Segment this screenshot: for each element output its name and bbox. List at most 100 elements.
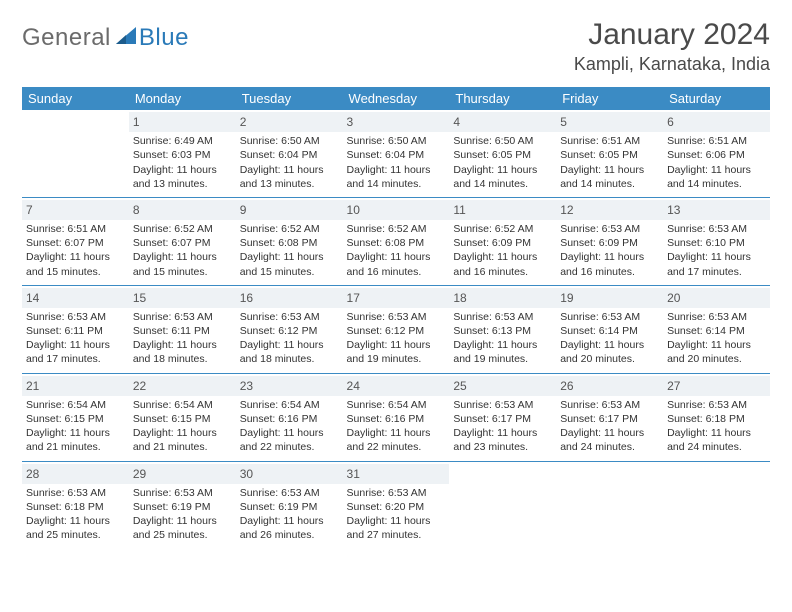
daylight-text: Daylight: 11 hours and 25 minutes.	[26, 514, 125, 542]
daylight-text: Daylight: 11 hours and 17 minutes.	[26, 338, 125, 366]
daylight-text: Daylight: 11 hours and 14 minutes.	[667, 163, 766, 191]
calendar-day-cell	[449, 461, 556, 548]
daylight-text: Daylight: 11 hours and 16 minutes.	[453, 250, 552, 278]
daylight-text: Daylight: 11 hours and 24 minutes.	[667, 426, 766, 454]
sunset-text: Sunset: 6:08 PM	[347, 236, 446, 250]
day-number: 31	[343, 464, 450, 484]
day-number: 29	[129, 464, 236, 484]
daylight-text: Daylight: 11 hours and 27 minutes.	[347, 514, 446, 542]
day-number: 27	[663, 376, 770, 396]
daylight-text: Daylight: 11 hours and 14 minutes.	[347, 163, 446, 191]
day-number: 10	[343, 200, 450, 220]
sunrise-text: Sunrise: 6:53 AM	[347, 310, 446, 324]
daylight-text: Daylight: 11 hours and 26 minutes.	[240, 514, 339, 542]
day-number: 4	[449, 112, 556, 132]
sunset-text: Sunset: 6:19 PM	[133, 500, 232, 514]
weekday-header: Sunday	[22, 87, 129, 110]
daylight-text: Daylight: 11 hours and 15 minutes.	[240, 250, 339, 278]
calendar-day-cell	[663, 461, 770, 548]
daylight-text: Daylight: 11 hours and 24 minutes.	[560, 426, 659, 454]
calendar-day-cell: 9Sunrise: 6:52 AMSunset: 6:08 PMDaylight…	[236, 197, 343, 285]
header: General Blue January 2024 Kampli, Karnat…	[22, 18, 770, 75]
daylight-text: Daylight: 11 hours and 18 minutes.	[240, 338, 339, 366]
calendar-day-cell: 6Sunrise: 6:51 AMSunset: 6:06 PMDaylight…	[663, 110, 770, 197]
calendar-day-cell: 12Sunrise: 6:53 AMSunset: 6:09 PMDayligh…	[556, 197, 663, 285]
sunrise-text: Sunrise: 6:53 AM	[453, 398, 552, 412]
calendar-day-cell: 7Sunrise: 6:51 AMSunset: 6:07 PMDaylight…	[22, 197, 129, 285]
logo: General Blue	[22, 24, 189, 52]
sunrise-text: Sunrise: 6:51 AM	[667, 134, 766, 148]
sunset-text: Sunset: 6:18 PM	[667, 412, 766, 426]
sunset-text: Sunset: 6:11 PM	[133, 324, 232, 338]
calendar-day-cell: 10Sunrise: 6:52 AMSunset: 6:08 PMDayligh…	[343, 197, 450, 285]
calendar-day-cell: 15Sunrise: 6:53 AMSunset: 6:11 PMDayligh…	[129, 285, 236, 373]
day-number: 22	[129, 376, 236, 396]
day-number: 26	[556, 376, 663, 396]
sunset-text: Sunset: 6:15 PM	[26, 412, 125, 426]
sunrise-text: Sunrise: 6:53 AM	[347, 486, 446, 500]
day-number: 17	[343, 288, 450, 308]
sunset-text: Sunset: 6:17 PM	[453, 412, 552, 426]
sunset-text: Sunset: 6:08 PM	[240, 236, 339, 250]
sunrise-text: Sunrise: 6:53 AM	[560, 222, 659, 236]
calendar-week-row: 14Sunrise: 6:53 AMSunset: 6:11 PMDayligh…	[22, 285, 770, 373]
day-number: 5	[556, 112, 663, 132]
daylight-text: Daylight: 11 hours and 20 minutes.	[560, 338, 659, 366]
weekday-header: Friday	[556, 87, 663, 110]
calendar-day-cell: 16Sunrise: 6:53 AMSunset: 6:12 PMDayligh…	[236, 285, 343, 373]
daylight-text: Daylight: 11 hours and 21 minutes.	[133, 426, 232, 454]
calendar-day-cell: 29Sunrise: 6:53 AMSunset: 6:19 PMDayligh…	[129, 461, 236, 548]
calendar-day-cell: 13Sunrise: 6:53 AMSunset: 6:10 PMDayligh…	[663, 197, 770, 285]
day-number: 7	[22, 200, 129, 220]
day-number: 20	[663, 288, 770, 308]
calendar-day-cell: 28Sunrise: 6:53 AMSunset: 6:18 PMDayligh…	[22, 461, 129, 548]
calendar-week-row: 7Sunrise: 6:51 AMSunset: 6:07 PMDaylight…	[22, 197, 770, 285]
sunrise-text: Sunrise: 6:53 AM	[667, 222, 766, 236]
sunrise-text: Sunrise: 6:52 AM	[453, 222, 552, 236]
weekday-header: Saturday	[663, 87, 770, 110]
sunset-text: Sunset: 6:07 PM	[26, 236, 125, 250]
day-number: 2	[236, 112, 343, 132]
sunrise-text: Sunrise: 6:53 AM	[560, 398, 659, 412]
daylight-text: Daylight: 11 hours and 13 minutes.	[133, 163, 232, 191]
sunrise-text: Sunrise: 6:53 AM	[26, 310, 125, 324]
calendar-day-cell: 11Sunrise: 6:52 AMSunset: 6:09 PMDayligh…	[449, 197, 556, 285]
sunset-text: Sunset: 6:15 PM	[133, 412, 232, 426]
daylight-text: Daylight: 11 hours and 17 minutes.	[667, 250, 766, 278]
calendar-day-cell: 30Sunrise: 6:53 AMSunset: 6:19 PMDayligh…	[236, 461, 343, 548]
calendar-day-cell	[556, 461, 663, 548]
calendar-day-cell: 20Sunrise: 6:53 AMSunset: 6:14 PMDayligh…	[663, 285, 770, 373]
daylight-text: Daylight: 11 hours and 14 minutes.	[560, 163, 659, 191]
calendar-day-cell: 26Sunrise: 6:53 AMSunset: 6:17 PMDayligh…	[556, 373, 663, 461]
daylight-text: Daylight: 11 hours and 19 minutes.	[453, 338, 552, 366]
sunrise-text: Sunrise: 6:54 AM	[347, 398, 446, 412]
day-number: 8	[129, 200, 236, 220]
calendar-day-cell: 17Sunrise: 6:53 AMSunset: 6:12 PMDayligh…	[343, 285, 450, 373]
daylight-text: Daylight: 11 hours and 25 minutes.	[133, 514, 232, 542]
logo-sail-icon	[115, 26, 137, 51]
calendar-day-cell: 4Sunrise: 6:50 AMSunset: 6:05 PMDaylight…	[449, 110, 556, 197]
calendar-week-row: 28Sunrise: 6:53 AMSunset: 6:18 PMDayligh…	[22, 461, 770, 548]
sunrise-text: Sunrise: 6:53 AM	[240, 486, 339, 500]
sunset-text: Sunset: 6:13 PM	[453, 324, 552, 338]
sunset-text: Sunset: 6:07 PM	[133, 236, 232, 250]
daylight-text: Daylight: 11 hours and 18 minutes.	[133, 338, 232, 366]
logo-text-general: General	[22, 24, 111, 52]
weekday-header: Thursday	[449, 87, 556, 110]
sunrise-text: Sunrise: 6:52 AM	[240, 222, 339, 236]
sunset-text: Sunset: 6:19 PM	[240, 500, 339, 514]
calendar-table: Sunday Monday Tuesday Wednesday Thursday…	[22, 87, 770, 548]
day-number: 19	[556, 288, 663, 308]
calendar-day-cell	[22, 110, 129, 197]
sunset-text: Sunset: 6:09 PM	[560, 236, 659, 250]
title-block: January 2024 Kampli, Karnataka, India	[574, 18, 770, 75]
day-number: 18	[449, 288, 556, 308]
sunset-text: Sunset: 6:16 PM	[347, 412, 446, 426]
sunrise-text: Sunrise: 6:53 AM	[26, 486, 125, 500]
day-number: 6	[663, 112, 770, 132]
weekday-header: Monday	[129, 87, 236, 110]
sunrise-text: Sunrise: 6:53 AM	[453, 310, 552, 324]
daylight-text: Daylight: 11 hours and 13 minutes.	[240, 163, 339, 191]
daylight-text: Daylight: 11 hours and 22 minutes.	[240, 426, 339, 454]
sunset-text: Sunset: 6:14 PM	[560, 324, 659, 338]
